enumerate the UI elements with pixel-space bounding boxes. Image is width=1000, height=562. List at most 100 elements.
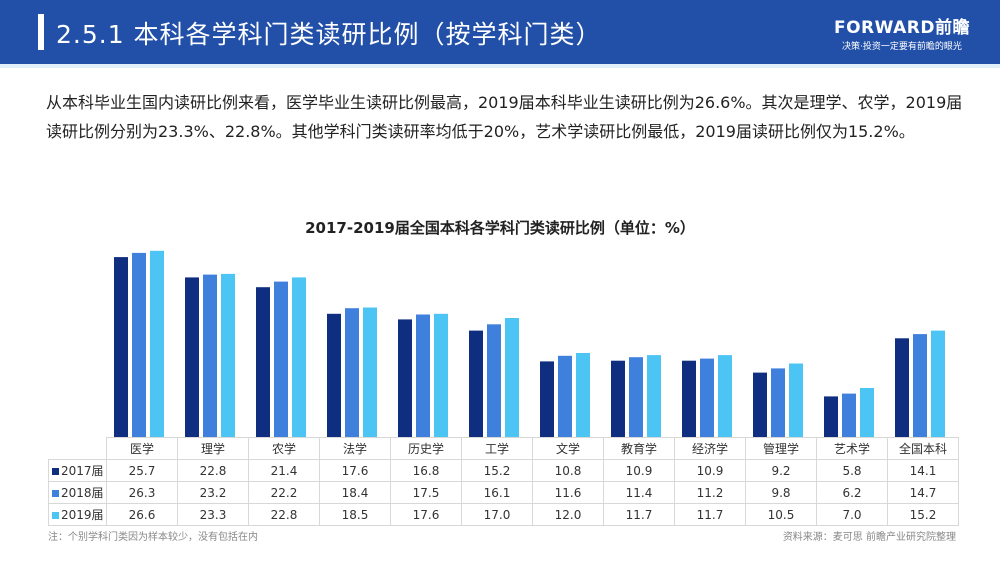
table-row: 2018届 26.3 23.2 22.2 18.4 17.5 16.1 11.6 11.4 11.… (48, 481, 959, 504)
page-title: 2.5.1 本科各学科门类读研比例（按学科门类） (56, 20, 602, 49)
data-table: 医学 理学 农学 法学 历史学 工学 文学 教育学 经济学 管理学 艺术学 全国本科 2017届 25.7… (48, 437, 959, 526)
bar-2018届-经济学 (700, 358, 714, 437)
legend-swatch (52, 512, 59, 519)
bar-2018届-农学 (274, 281, 288, 437)
series-label: 2018届 (48, 481, 107, 504)
value-cell: 23.2 (177, 481, 249, 504)
value-cell: 17.6 (319, 459, 391, 482)
bar-2017届-农学 (256, 287, 270, 437)
value-cell: 17.0 (461, 503, 533, 526)
bar-2017届-文学 (540, 361, 554, 437)
category-label: 历史学 (390, 437, 462, 460)
bar-2017届-理学 (185, 277, 199, 437)
title-accent-bar (38, 14, 44, 50)
value-cell: 10.5 (745, 503, 817, 526)
category-label: 农学 (248, 437, 320, 460)
intro-paragraph: 从本科毕业生国内读研比例来看，医学毕业生读研比例最高，2019届本科毕业生读研比… (46, 93, 963, 141)
bar-2019届-全国本科 (931, 330, 945, 437)
value-cell: 18.4 (319, 481, 391, 504)
category-label: 文学 (532, 437, 604, 460)
legend-swatch (52, 468, 59, 475)
table-row: 2017届 25.7 22.8 21.4 17.6 16.8 15.2 10.8 10.9 10.… (48, 459, 959, 482)
header-strip (0, 64, 1000, 68)
bar-2017届-教育学 (611, 360, 625, 437)
bar-2018届-文学 (558, 355, 572, 437)
value-cell: 11.7 (674, 503, 746, 526)
value-cell: 18.5 (319, 503, 391, 526)
category-label: 艺术学 (816, 437, 888, 460)
bar-2019届-经济学 (718, 355, 732, 437)
bar-2017届-艺术学 (824, 396, 838, 437)
series-label: 2019届 (48, 503, 107, 526)
bar-2017届-全国本科 (895, 338, 909, 437)
category-label: 管理学 (745, 437, 817, 460)
bar-2018届-教育学 (629, 357, 643, 437)
value-cell: 22.8 (177, 459, 249, 482)
series-label: 2017届 (48, 459, 107, 482)
value-cell: 10.9 (674, 459, 746, 482)
bar-2019届-医学 (150, 250, 164, 437)
chart-title: 2017-2019届全国本科各学科门类读研比例（单位：%） (305, 219, 695, 237)
value-cell: 21.4 (248, 459, 320, 482)
source-note: 资料来源：麦可思 前瞻产业研究院整理 (782, 532, 956, 543)
category-label: 医学 (106, 437, 178, 460)
category-label: 教育学 (603, 437, 675, 460)
value-cell: 26.3 (106, 481, 178, 504)
logo-slogan: 决策·投资一定要有前瞻的眼光 (842, 42, 962, 52)
value-cell: 11.4 (603, 481, 675, 504)
table-header-row: 医学 理学 农学 法学 历史学 工学 文学 教育学 经济学 管理学 艺术学 全国本科 (48, 437, 959, 460)
value-cell: 17.6 (390, 503, 462, 526)
value-cell: 23.3 (177, 503, 249, 526)
value-cell: 22.8 (248, 503, 320, 526)
legend-swatch (52, 490, 59, 497)
series-name: 2017届 (61, 464, 104, 478)
value-cell: 9.8 (745, 481, 817, 504)
bar-2018届-艺术学 (842, 393, 856, 437)
series-name: 2018届 (61, 486, 104, 500)
bar-2019届-艺术学 (860, 388, 874, 437)
category-label: 全国本科 (887, 437, 959, 460)
value-cell: 11.6 (532, 481, 604, 504)
bar-2018届-理学 (203, 274, 217, 437)
value-cell: 10.8 (532, 459, 604, 482)
corner-cell (48, 437, 107, 460)
series-name: 2019届 (61, 508, 104, 522)
bar-2017届-工学 (469, 330, 483, 437)
value-cell: 6.2 (816, 481, 888, 504)
bar-2017届-历史学 (398, 319, 412, 437)
value-cell: 12.0 (532, 503, 604, 526)
bar-2017届-法学 (327, 313, 341, 437)
bar-2018届-管理学 (771, 368, 785, 437)
value-cell: 11.7 (603, 503, 675, 526)
bar-2018届-医学 (132, 252, 146, 437)
category-label: 工学 (461, 437, 533, 460)
bar-2019届-理学 (221, 273, 235, 437)
value-cell: 14.1 (887, 459, 959, 482)
bar-2019届-工学 (505, 318, 519, 437)
bar-2019届-法学 (363, 307, 377, 437)
bar-2019届-教育学 (647, 355, 661, 437)
value-cell: 16.1 (461, 481, 533, 504)
footnote: 注：个别学科门类因为样本较少，没有包括在内 (48, 532, 258, 543)
value-cell: 5.8 (816, 459, 888, 482)
logo: FORWARD前瞻 决策·投资一定要有前瞻的眼光 (834, 13, 970, 52)
bar-2018届-工学 (487, 324, 501, 437)
value-cell: 25.7 (106, 459, 178, 482)
bar-2018届-历史学 (416, 314, 430, 437)
value-cell: 10.9 (603, 459, 675, 482)
value-cell: 14.7 (887, 481, 959, 504)
value-cell: 26.6 (106, 503, 178, 526)
category-label: 理学 (177, 437, 249, 460)
bar-2018届-法学 (345, 308, 359, 437)
value-cell: 15.2 (887, 503, 959, 526)
bar-2019届-农学 (292, 277, 306, 437)
header-band: 2.5.1 本科各学科门类读研比例（按学科门类） FORWARD前瞻 决策·投资… (0, 0, 1000, 64)
value-cell: 22.2 (248, 481, 320, 504)
value-cell: 9.2 (745, 459, 817, 482)
table-row: 2019届 26.6 23.3 22.8 18.5 17.6 17.0 12.0 11.7 11.… (48, 503, 959, 526)
value-cell: 16.8 (390, 459, 462, 482)
bar-2017届-医学 (114, 257, 128, 437)
value-cell: 17.5 (390, 481, 462, 504)
bar-2017届-管理学 (753, 372, 767, 437)
